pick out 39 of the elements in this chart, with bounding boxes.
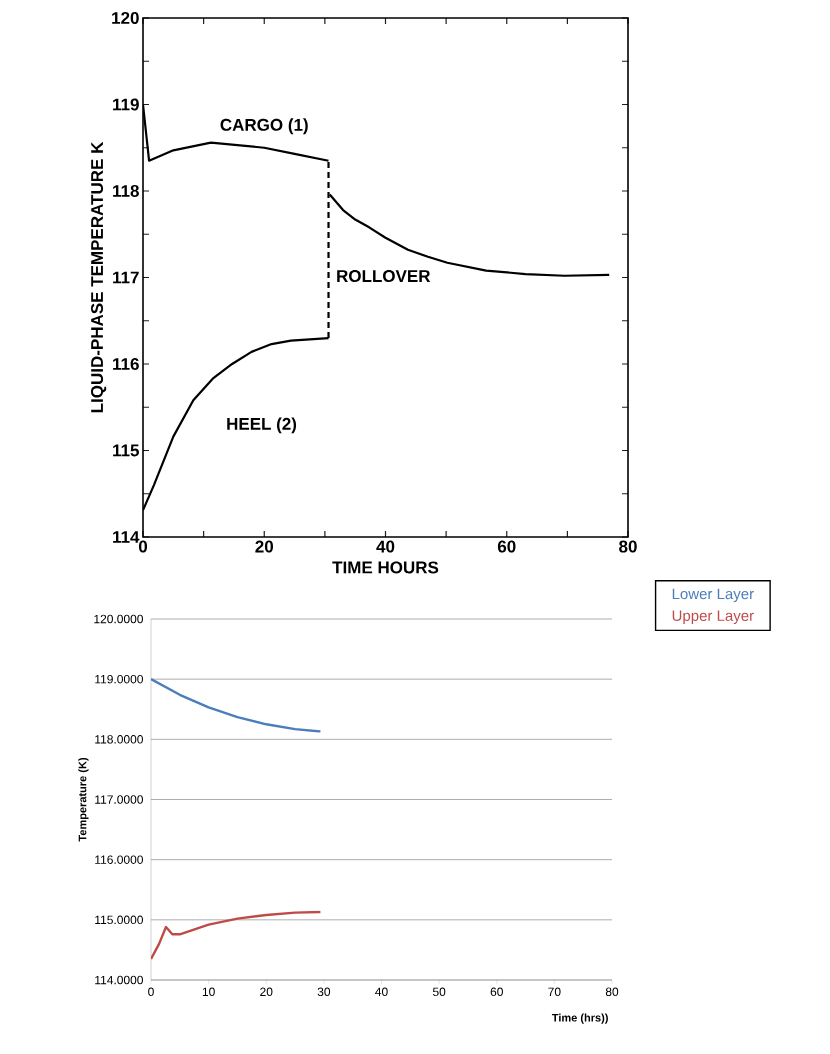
x-tick-label: 0 xyxy=(148,987,154,997)
y-tick-label: 118 xyxy=(113,184,139,198)
x-axis-title: TIME HOURS xyxy=(332,561,439,574)
y-tick-label: 119.0000 xyxy=(95,674,143,684)
x-tick-label: 0 xyxy=(138,540,148,553)
y-tick-label: 114.0000 xyxy=(95,975,143,985)
x-tick-label: 80 xyxy=(619,540,637,553)
y-tick-label: 116.0000 xyxy=(95,855,143,864)
y-tick-label: 120.0000 xyxy=(94,614,143,624)
y-axis-title: Temperature (K) xyxy=(78,757,89,842)
x-tick-label: 70 xyxy=(548,987,561,997)
x-tick-label: 20 xyxy=(255,540,273,553)
y-tick-label: 114 xyxy=(113,531,140,543)
series-label: ROLLOVER xyxy=(337,270,431,283)
x-axis-title: Time (hrs)) xyxy=(551,1013,608,1024)
line-series xyxy=(151,910,322,961)
y-tick-label: 117.0000 xyxy=(95,795,143,804)
y-tick-label: 117 xyxy=(113,271,139,284)
line-series xyxy=(151,677,322,733)
x-tick-label: 50 xyxy=(432,987,446,997)
text: Upper Layer xyxy=(672,610,754,624)
text: Lower Layer xyxy=(672,588,754,603)
y-tick-label: 120 xyxy=(112,11,139,25)
y-tick-label: 119 xyxy=(113,98,139,111)
x-tick-label: 40 xyxy=(376,540,395,553)
x-tick-label: 80 xyxy=(605,987,619,997)
y-tick-label: 116 xyxy=(113,357,139,371)
y-tick-label: 115 xyxy=(113,444,139,457)
series-label: CARGO (1) xyxy=(220,118,308,135)
text: HEEL (2) xyxy=(227,417,297,434)
y-tick-label: 118.0000 xyxy=(95,735,143,744)
x-tick-label: 20 xyxy=(260,987,273,997)
x-tick-label: 60 xyxy=(490,987,503,997)
x-tick-label: 10 xyxy=(202,987,215,997)
y-axis-title: LIQUID-PHASE TEMPERATURE K xyxy=(91,141,107,413)
x-tick-label: 40 xyxy=(375,987,388,997)
x-tick-label: 60 xyxy=(497,540,516,553)
y-tick-label: 115.0000 xyxy=(95,915,143,925)
x-tick-label: 30 xyxy=(317,987,331,997)
